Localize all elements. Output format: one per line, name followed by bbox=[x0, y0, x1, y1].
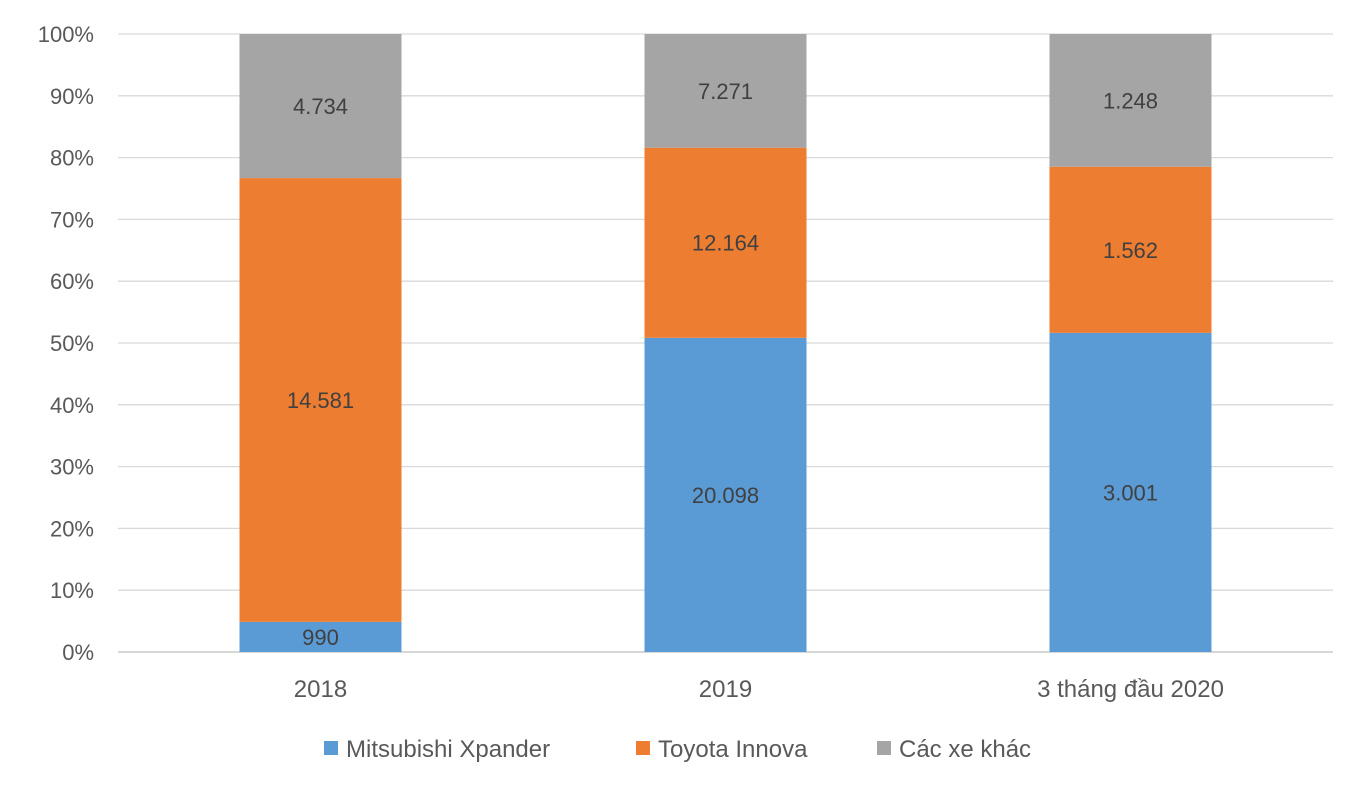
y-tick-label: 40% bbox=[50, 393, 94, 418]
bar-segment bbox=[239, 34, 402, 179]
data-label: 7.271 bbox=[698, 79, 753, 104]
bar-segment bbox=[1049, 332, 1212, 652]
bar-segment bbox=[644, 34, 807, 148]
y-tick-label: 80% bbox=[50, 146, 94, 171]
data-label: 990 bbox=[302, 625, 339, 650]
data-label: 20.098 bbox=[692, 483, 759, 508]
bar-segment bbox=[239, 621, 402, 652]
bar-segment bbox=[644, 337, 807, 652]
y-tick-label: 10% bbox=[50, 578, 94, 603]
data-label: 3.001 bbox=[1103, 480, 1158, 505]
data-label: 1.562 bbox=[1103, 238, 1158, 263]
y-tick-label: 50% bbox=[50, 331, 94, 356]
x-tick-label: 2019 bbox=[699, 676, 752, 703]
bar-segment bbox=[644, 147, 807, 338]
bar-segment bbox=[239, 178, 402, 622]
legend-swatch bbox=[877, 741, 891, 755]
bar-segment bbox=[1049, 166, 1212, 333]
legend: Mitsubishi Xpander Toyota Innova Các xe kh… bbox=[324, 736, 1031, 763]
data-label: 1.248 bbox=[1103, 88, 1158, 113]
data-label: 4.734 bbox=[293, 94, 348, 119]
x-tick-label: 3 tháng đầu 2020 bbox=[1037, 676, 1224, 703]
data-label: 12.164 bbox=[692, 231, 759, 256]
legend-label: Mitsubishi Xpander bbox=[346, 736, 550, 763]
y-tick-label: 20% bbox=[50, 516, 94, 541]
legend-swatch bbox=[636, 741, 650, 755]
y-tick-label: 60% bbox=[50, 269, 94, 294]
bar-segment bbox=[1049, 34, 1212, 167]
y-tick-label: 30% bbox=[50, 455, 94, 480]
x-axis-ticks: 2018 2019 3 tháng đầu 2020 bbox=[294, 676, 1224, 703]
y-axis-ticks: 0% 10% 20% 30% 40% 50% 60% 70% 80% 90% 100% bbox=[38, 22, 94, 665]
y-tick-label: 100% bbox=[38, 22, 94, 47]
data-label: 14.581 bbox=[287, 388, 354, 413]
x-tick-label: 2018 bbox=[294, 676, 347, 703]
y-tick-label: 0% bbox=[62, 640, 94, 665]
legend-label: Toyota Innova bbox=[658, 736, 808, 763]
y-tick-label: 90% bbox=[50, 84, 94, 109]
bars: 990 14.581 4.734 20.098 12.164 7.271 3.001 1.56… bbox=[239, 34, 1212, 652]
legend-label: Các xe khác bbox=[899, 736, 1031, 763]
legend-swatch bbox=[324, 741, 338, 755]
y-tick-label: 70% bbox=[50, 207, 94, 232]
